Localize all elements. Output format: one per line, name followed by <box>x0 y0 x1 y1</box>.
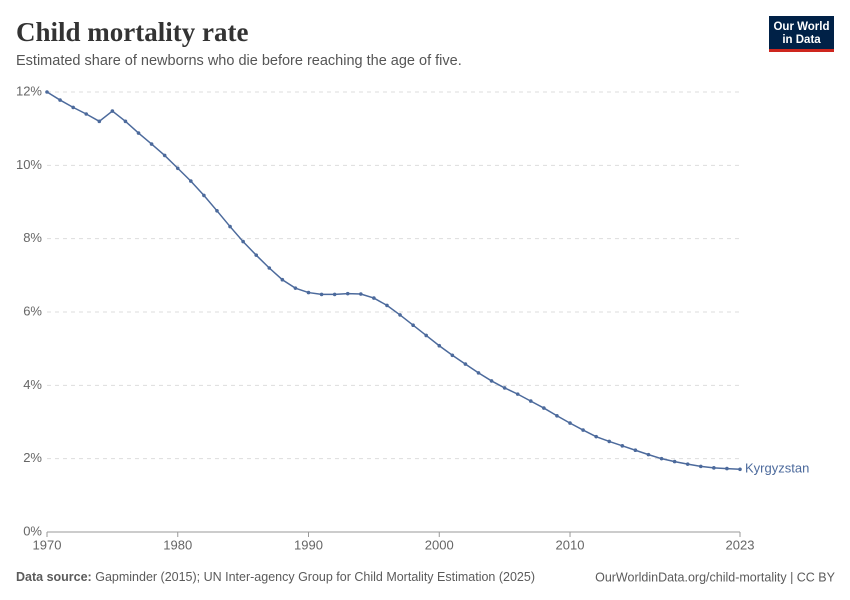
point <box>581 428 585 432</box>
point <box>136 131 141 135</box>
logo-stripe <box>769 49 834 52</box>
point <box>515 392 520 396</box>
point <box>712 466 716 470</box>
point <box>476 371 481 375</box>
point <box>594 434 598 439</box>
y-tick-label: 6% <box>23 303 42 318</box>
point <box>633 448 638 453</box>
point <box>450 353 455 358</box>
point <box>528 399 533 403</box>
credit[interactable]: OurWorldinData.org/child-mortality | CC … <box>595 570 836 584</box>
point <box>123 119 128 124</box>
x-tick-label: 1970 <box>33 537 62 552</box>
x-tick-label: 2023 <box>726 537 755 552</box>
point <box>267 266 272 270</box>
series-label: Kyrgyzstan <box>745 461 809 476</box>
point <box>254 253 259 257</box>
point <box>542 406 546 410</box>
x-tick-label: 1990 <box>294 537 323 552</box>
point <box>411 323 415 328</box>
point <box>345 291 350 296</box>
point <box>659 456 664 461</box>
point <box>45 90 49 94</box>
point <box>228 224 232 229</box>
y-tick-label: 0% <box>23 523 42 538</box>
point <box>306 290 311 295</box>
source-text: Gapminder (2015); UN Inter-agency Group … <box>95 570 535 584</box>
point <box>725 466 729 471</box>
point <box>280 277 285 282</box>
point <box>672 459 677 464</box>
point <box>646 452 651 457</box>
point <box>58 98 62 102</box>
logo-box <box>769 16 834 49</box>
point <box>71 105 75 110</box>
y-tick-label: 10% <box>16 157 42 172</box>
point <box>698 464 703 469</box>
point <box>568 421 572 425</box>
point <box>241 239 245 244</box>
point <box>319 292 324 297</box>
point <box>607 439 612 444</box>
point <box>332 292 337 297</box>
point <box>162 153 167 158</box>
y-tick-label: 12% <box>16 83 42 98</box>
x-tick-label: 2010 <box>556 537 585 552</box>
point <box>215 209 219 213</box>
point <box>398 313 402 317</box>
point <box>189 179 193 183</box>
y-tick-label: 8% <box>23 230 42 245</box>
x-tick-label: 1980 <box>163 537 192 552</box>
point <box>97 119 102 124</box>
point <box>502 386 507 390</box>
source: Data source: Gapminder (2015); UN Inter-… <box>16 570 535 584</box>
y-tick-label: 2% <box>23 450 42 465</box>
logo-text: Our World <box>773 21 829 33</box>
logo-text: in Data <box>782 34 821 46</box>
point <box>437 343 442 348</box>
point <box>84 112 89 116</box>
point <box>738 467 742 472</box>
x-tick-label: 2000 <box>425 537 454 552</box>
point <box>110 109 115 113</box>
point <box>555 413 559 418</box>
point <box>463 362 468 366</box>
point <box>424 333 428 338</box>
series-line <box>46 91 741 471</box>
point <box>175 166 180 171</box>
chart-title: Child mortality rate <box>16 17 248 47</box>
point <box>359 292 363 296</box>
point <box>149 142 154 146</box>
point <box>202 193 206 198</box>
point <box>489 379 494 383</box>
y-tick-label: 4% <box>23 377 42 392</box>
chart-subtitle: Estimated share of newborns who die befo… <box>16 53 462 69</box>
point <box>293 286 298 290</box>
point <box>620 444 625 448</box>
point <box>685 462 690 466</box>
point <box>372 296 376 300</box>
logo[interactable]: Our World in Data <box>769 16 834 52</box>
source-label: Data source: <box>16 570 92 584</box>
point <box>385 303 389 308</box>
